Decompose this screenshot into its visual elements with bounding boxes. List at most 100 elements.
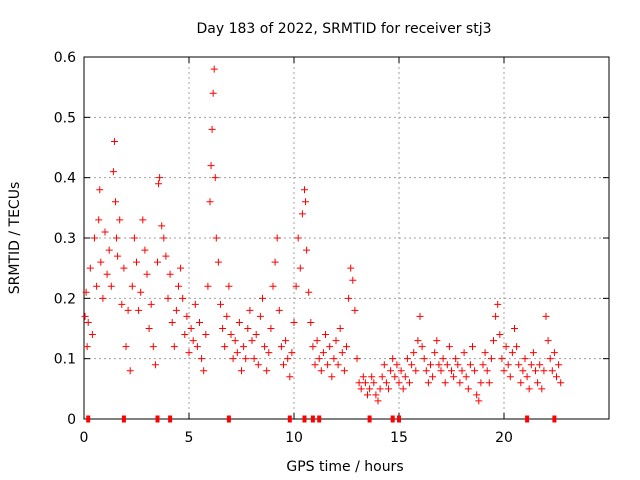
data-point xyxy=(349,276,357,284)
data-point xyxy=(96,186,104,194)
data-point xyxy=(267,325,275,332)
data-point xyxy=(397,367,405,375)
data-point xyxy=(313,337,321,345)
data-point xyxy=(452,355,460,363)
data-point xyxy=(403,355,411,363)
data-point xyxy=(380,361,388,369)
data-point xyxy=(443,361,451,369)
data-point xyxy=(139,216,147,224)
data-point xyxy=(427,361,434,369)
data-point xyxy=(395,379,403,387)
data-point xyxy=(555,361,563,369)
data-point xyxy=(145,325,153,332)
data-point xyxy=(506,373,514,381)
data-point xyxy=(519,367,527,375)
data-point xyxy=(256,312,264,320)
data-point xyxy=(462,373,470,381)
data-point xyxy=(544,337,552,345)
data-point xyxy=(113,234,121,242)
data-point xyxy=(309,343,317,351)
data-point xyxy=(160,234,168,242)
data-point xyxy=(393,361,401,369)
data-point xyxy=(391,373,399,381)
data-point xyxy=(450,373,458,381)
data-point xyxy=(364,391,371,399)
zero-marker xyxy=(302,415,307,423)
zero-marker xyxy=(168,415,173,423)
data-point xyxy=(412,367,420,375)
data-point xyxy=(387,367,395,375)
data-point xyxy=(112,198,119,206)
data-point xyxy=(382,379,390,387)
data-point xyxy=(553,373,560,381)
data-point xyxy=(235,318,243,326)
data-point xyxy=(508,349,516,357)
zero-marker xyxy=(552,415,557,423)
data-point xyxy=(343,343,350,351)
data-point xyxy=(196,318,203,326)
data-point xyxy=(322,331,329,339)
data-point xyxy=(114,252,122,260)
data-point xyxy=(179,294,187,302)
data-point xyxy=(368,373,376,381)
data-point xyxy=(456,379,464,387)
zero-marker xyxy=(226,415,231,423)
data-point xyxy=(187,325,195,332)
data-point xyxy=(301,186,308,194)
data-point xyxy=(227,331,235,339)
data-point xyxy=(437,367,445,375)
data-point xyxy=(286,373,294,381)
data-point xyxy=(332,337,340,345)
data-point xyxy=(529,349,537,357)
data-point xyxy=(311,361,319,369)
data-point xyxy=(340,367,348,375)
data-point xyxy=(261,343,269,351)
data-point xyxy=(214,258,222,266)
data-point xyxy=(210,65,218,73)
data-point xyxy=(288,349,296,357)
data-point xyxy=(298,210,306,218)
data-point xyxy=(494,300,502,308)
zero-marker xyxy=(317,415,322,423)
data-point xyxy=(534,379,542,387)
data-point xyxy=(330,355,338,363)
data-point xyxy=(431,349,439,357)
data-point xyxy=(83,343,91,351)
data-point xyxy=(429,373,437,381)
data-point xyxy=(515,361,523,369)
data-point xyxy=(389,355,397,363)
data-point xyxy=(137,288,145,296)
data-point xyxy=(355,379,363,387)
data-point xyxy=(504,361,512,369)
data-point xyxy=(492,312,500,320)
data-point xyxy=(464,385,472,393)
data-point xyxy=(550,349,558,357)
zero-marker xyxy=(390,415,395,423)
data-point xyxy=(303,246,311,254)
data-point xyxy=(487,355,495,363)
data-point xyxy=(500,367,508,375)
data-point xyxy=(292,282,300,290)
data-point xyxy=(91,234,98,242)
x-tick-label: 15 xyxy=(390,430,408,446)
data-point xyxy=(374,397,382,405)
data-point xyxy=(177,264,185,272)
data-point xyxy=(168,318,176,326)
data-point xyxy=(133,258,140,266)
data-point xyxy=(81,312,89,320)
data-point xyxy=(265,349,273,357)
data-point xyxy=(181,331,189,339)
data-point xyxy=(120,264,128,272)
data-point xyxy=(282,337,290,345)
data-point xyxy=(445,343,453,351)
data-point xyxy=(406,379,413,387)
data-point xyxy=(254,361,262,369)
y-tick-label: 0.5 xyxy=(54,110,76,126)
data-point xyxy=(155,180,163,188)
data-point xyxy=(525,385,533,393)
data-point xyxy=(475,397,483,405)
data-point xyxy=(418,343,426,351)
data-point xyxy=(231,337,239,345)
data-point xyxy=(448,367,455,375)
